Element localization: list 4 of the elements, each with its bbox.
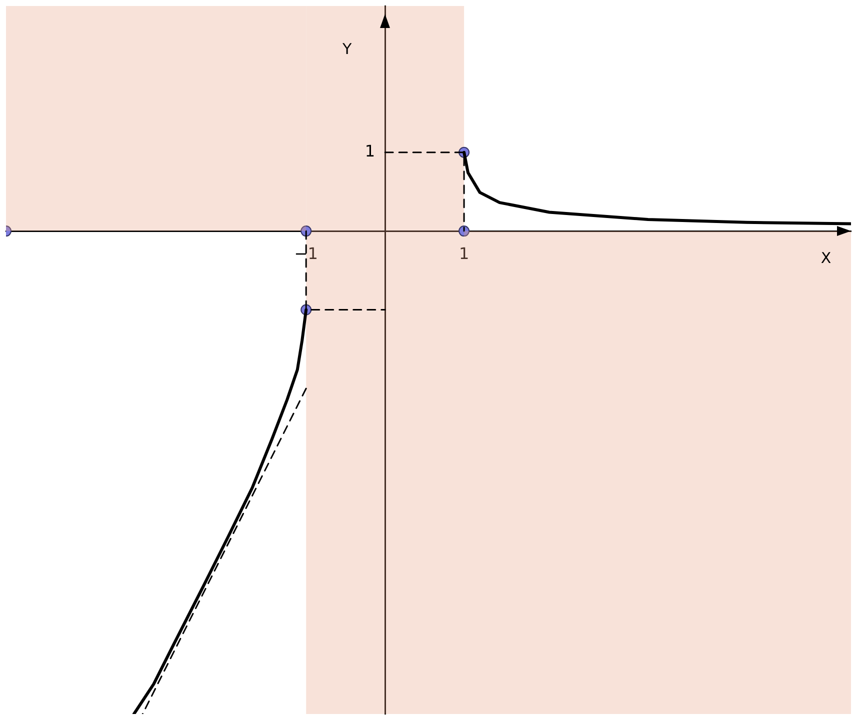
x-axis-title: X	[820, 249, 832, 268]
x-tick-label: −1	[294, 244, 318, 263]
annotation: 1	[364, 141, 376, 160]
y-axis-title: Y	[341, 40, 352, 58]
